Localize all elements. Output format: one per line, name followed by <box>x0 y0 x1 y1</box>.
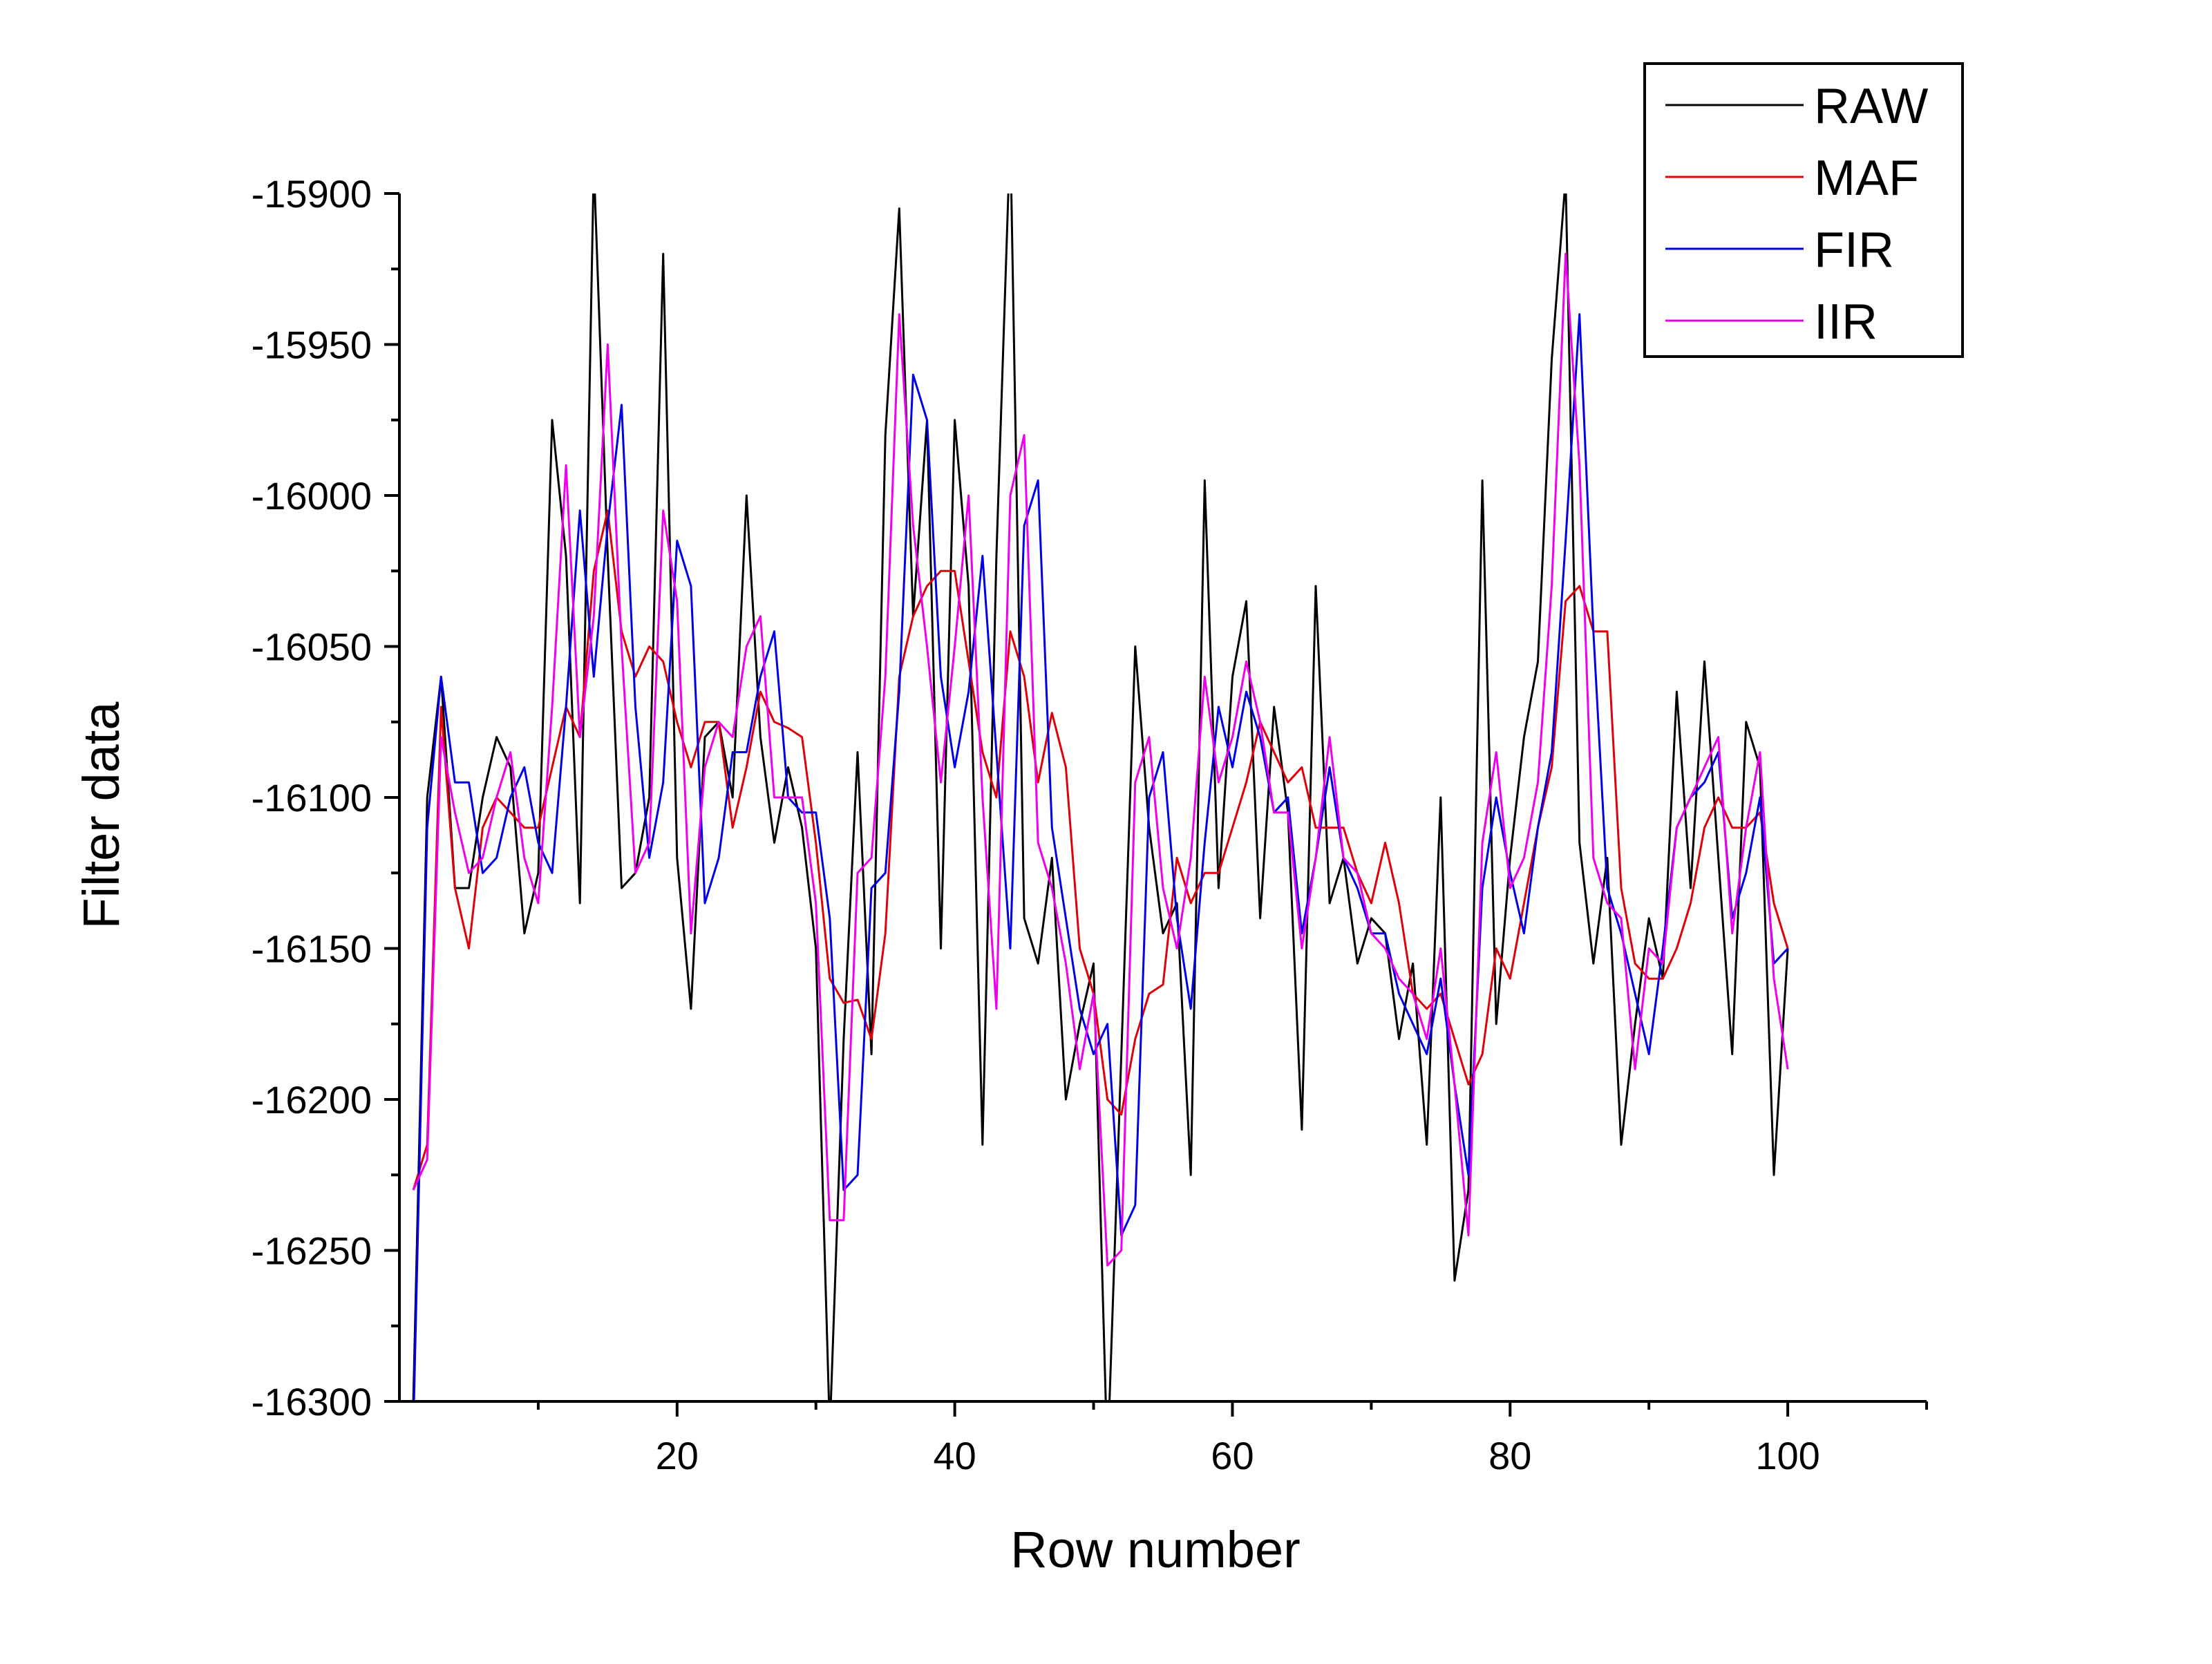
y-tick-label: -16150 <box>252 927 372 971</box>
y-tick-label: -15950 <box>252 323 372 367</box>
x-tick-label: 20 <box>656 1434 699 1477</box>
legend: RAW MAF FIR IIR <box>1643 62 1964 358</box>
legend-box <box>1643 62 1964 358</box>
y-tick-label: -16100 <box>252 776 372 820</box>
x-tick-label: 80 <box>1488 1434 1531 1477</box>
y-tick-label: -16050 <box>252 625 372 669</box>
y-tick-label: -15900 <box>252 172 372 216</box>
x-tick-label: 100 <box>1755 1434 1819 1477</box>
y-tick-label: -16000 <box>252 474 372 518</box>
legend-label-fir: FIR <box>1814 223 1894 278</box>
y-tick-label: -16250 <box>252 1229 372 1273</box>
x-tick-label: 60 <box>1211 1434 1254 1477</box>
y-axis-label: Filter data <box>73 701 130 929</box>
x-tick-label: 40 <box>933 1434 976 1477</box>
series-line-fir <box>413 313 1789 1401</box>
series-line-raw <box>412 193 1789 1401</box>
legend-label-raw: RAW <box>1814 79 1928 134</box>
legend-label-maf: MAF <box>1814 151 1919 206</box>
y-tick-label: -16300 <box>252 1380 372 1424</box>
y-tick-label: -16200 <box>252 1078 372 1122</box>
legend-label-iir: IIR <box>1814 294 1878 350</box>
x-axis-label: Row number <box>1010 1521 1301 1578</box>
series-line-iir <box>412 252 1789 1267</box>
series-line-maf <box>412 509 1789 1191</box>
